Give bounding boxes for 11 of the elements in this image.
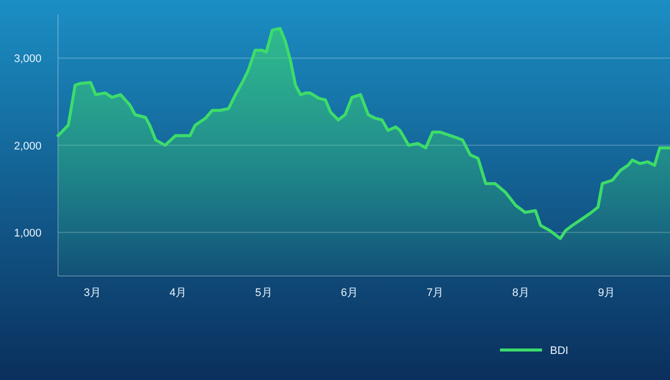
x-tick-label: 4月 xyxy=(169,287,187,299)
legend-label: BDI xyxy=(550,345,568,357)
x-tick-label: 6月 xyxy=(340,287,358,299)
x-tick-label: 7月 xyxy=(426,287,444,299)
y-tick-label: 3,000 xyxy=(14,53,42,66)
x-tick-label: 3月 xyxy=(84,287,101,299)
y-tick-label: 1,000 xyxy=(14,227,42,240)
x-tick-label: 9月 xyxy=(598,287,616,299)
y-tick-label: 2,000 xyxy=(14,140,42,152)
x-tick-label: 8月 xyxy=(512,287,530,299)
x-tick-label: 5月 xyxy=(255,287,272,299)
